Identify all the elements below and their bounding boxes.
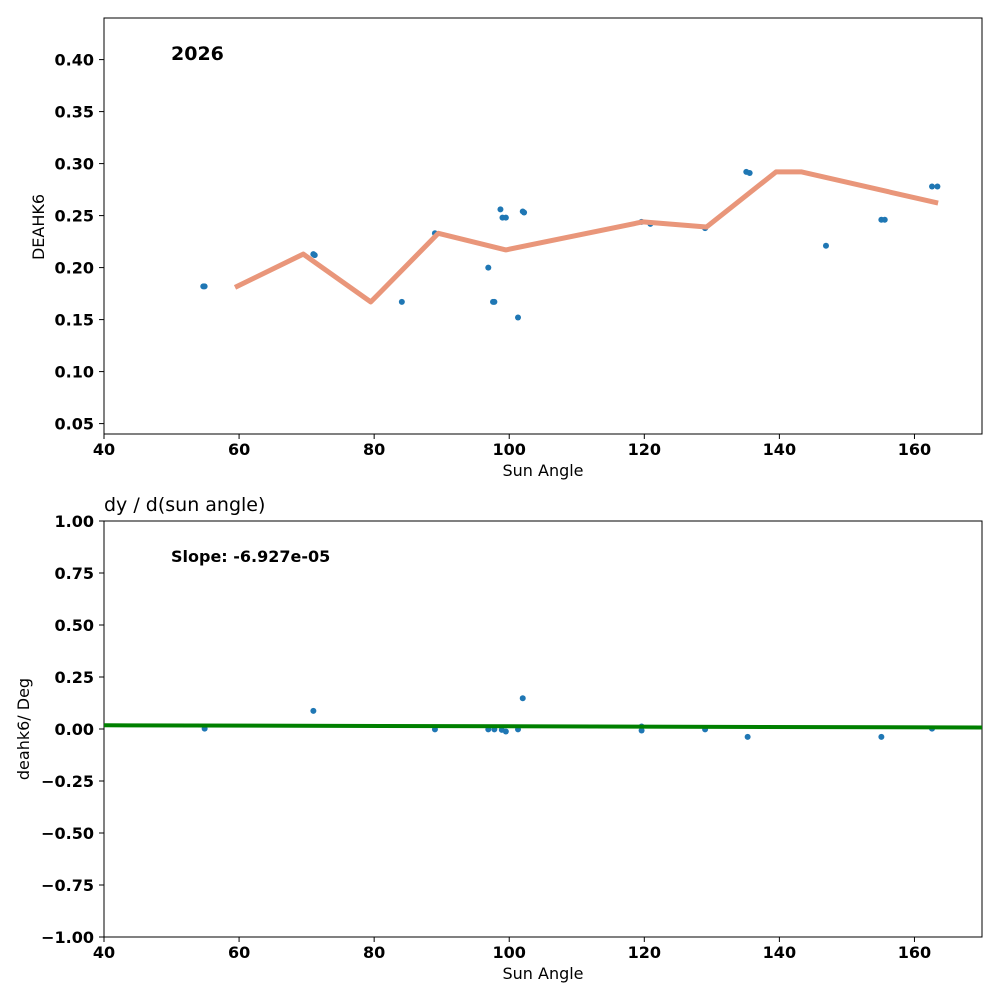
slope-annotation: Slope: -6.927e-05 xyxy=(171,547,330,566)
top-y-axis-label: DEAHK6 xyxy=(29,194,48,260)
top-y-tick-label: 0.20 xyxy=(55,259,94,278)
top-x-axis-label: Sun Angle xyxy=(502,461,583,480)
top-data-point xyxy=(201,283,208,290)
top-x-tick-label: 120 xyxy=(628,440,661,459)
top-data-point xyxy=(515,314,522,321)
linear-fit-line xyxy=(104,723,982,730)
top-x-tick-label: 80 xyxy=(363,440,385,459)
bottom-x-axis-label: Sun Angle xyxy=(502,964,583,983)
bottom-plot-area xyxy=(104,695,982,740)
top-data-point xyxy=(497,206,504,213)
top-data-point xyxy=(311,252,318,259)
bottom-y-tick-label: −0.75 xyxy=(41,876,94,895)
moving-average-line xyxy=(233,169,939,305)
top-x-tick-label: 40 xyxy=(93,440,115,459)
top-data-point xyxy=(398,298,405,305)
top-x-tick-label: 60 xyxy=(228,440,250,459)
top-data-point xyxy=(746,169,753,176)
top-data-point xyxy=(491,298,498,305)
top-plot-area xyxy=(200,168,941,321)
bottom-y-axis-label: deahk6/ Deg xyxy=(14,678,33,780)
top-y-tick-label: 0.30 xyxy=(55,155,94,174)
bottom-x-tick-label: 120 xyxy=(628,943,661,962)
bottom-y-tick-label: −0.25 xyxy=(41,772,94,791)
bottom-y-tick-label: 0.75 xyxy=(55,564,94,583)
bottom-x-tick-label: 80 xyxy=(363,943,385,962)
bottom-x-tick-label: 160 xyxy=(898,943,931,962)
top-data-point xyxy=(822,242,829,249)
bottom-data-point xyxy=(878,733,885,740)
year-annotation: 2026 xyxy=(171,43,224,65)
top-y-tick-label: 0.05 xyxy=(55,415,94,434)
bottom-data-point xyxy=(638,727,645,734)
top-chart: 2026 Sun Angle DEAHK6 40 60 80 100 120 140 160… xyxy=(29,17,983,480)
top-plot-frame xyxy=(103,17,983,435)
bottom-y-tick-label: 0.00 xyxy=(55,720,94,739)
bottom-y-tick-label: 1.00 xyxy=(55,512,94,531)
bottom-y-tick-label: −0.50 xyxy=(41,824,94,843)
top-data-point xyxy=(521,209,528,216)
top-data-point xyxy=(934,183,941,190)
top-data-point xyxy=(929,183,936,190)
bottom-y-tick-label: −1.00 xyxy=(41,928,94,947)
top-y-tick-label: 0.25 xyxy=(55,207,94,226)
bottom-x-tick-label: 60 xyxy=(228,943,250,962)
top-y-tick-label: 0.15 xyxy=(55,311,94,330)
bottom-data-point xyxy=(519,695,526,702)
top-data-point xyxy=(485,264,492,271)
top-data-point xyxy=(881,216,888,223)
top-data-point xyxy=(502,214,509,221)
top-x-tick-label: 160 xyxy=(898,440,931,459)
bottom-y-tick-label: 0.25 xyxy=(55,668,94,687)
bottom-x-tick-label: 40 xyxy=(93,943,115,962)
bottom-data-point xyxy=(502,728,509,735)
bottom-data-point xyxy=(744,733,751,740)
bottom-x-tick-label: 140 xyxy=(763,943,796,962)
bottom-y-tick-label: 0.50 xyxy=(55,616,94,635)
top-x-tick-label: 100 xyxy=(493,440,526,459)
top-y-tick-label: 0.40 xyxy=(55,51,94,70)
top-y-tick-label: 0.10 xyxy=(55,363,94,382)
top-y-tick-label: 0.35 xyxy=(55,103,94,122)
bottom-chart: dy / d(sun angle) Slope: -6.927e-05 Sun … xyxy=(14,494,983,983)
bottom-chart-title: dy / d(sun angle) xyxy=(104,494,265,516)
bottom-data-point xyxy=(310,707,317,714)
top-x-tick-label: 140 xyxy=(763,440,796,459)
bottom-x-tick-label: 100 xyxy=(493,943,526,962)
